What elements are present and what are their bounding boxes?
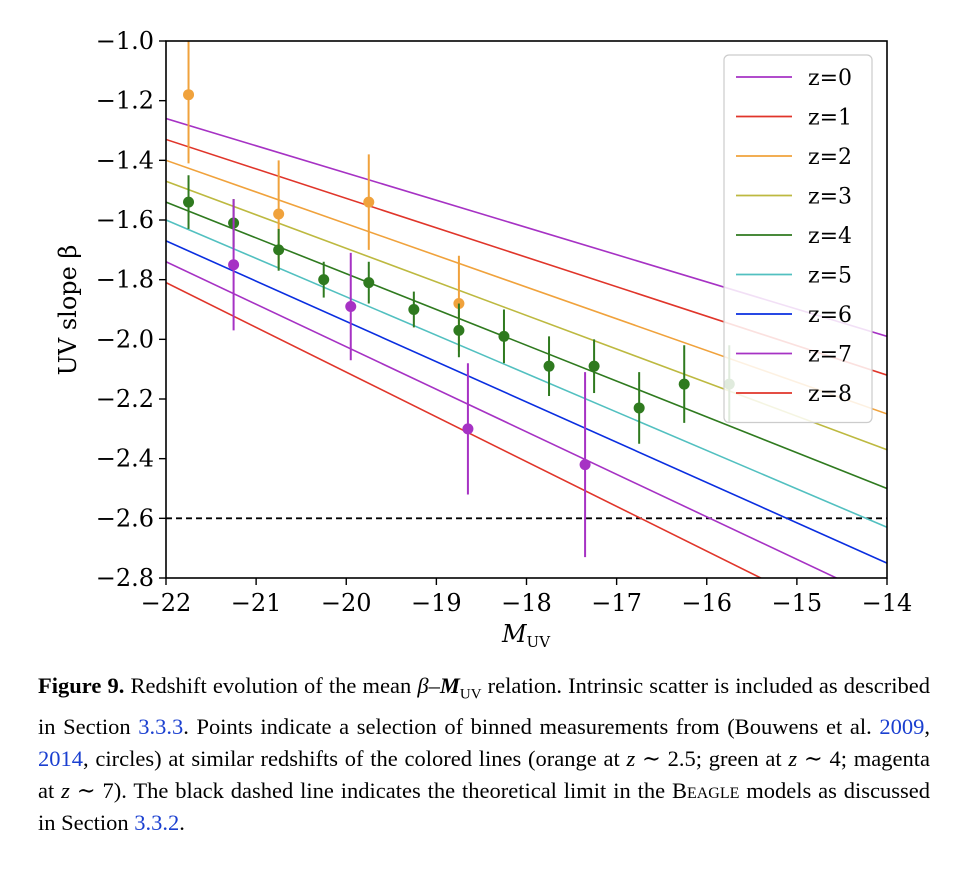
data-point	[228, 259, 240, 271]
caption-z: z	[626, 745, 636, 771]
data-point	[462, 423, 474, 435]
data-point	[498, 330, 510, 342]
legend-label: z=6	[808, 303, 852, 328]
data-point	[363, 196, 375, 208]
data-point	[588, 360, 600, 372]
x-tick-label: −20	[321, 589, 372, 617]
section-link-3-3-2[interactable]: 3.3.2	[134, 809, 180, 835]
x-axis-label: MUV	[501, 620, 551, 651]
caption-text: ∼ 2.5; green at	[635, 745, 789, 771]
y-axis-label: UV slope β	[54, 245, 82, 376]
data-point	[579, 459, 591, 471]
series-line-z-8	[166, 281, 763, 578]
caption-text: relation. Intrinsic scatter is included …	[38, 673, 930, 739]
caption-m: M	[439, 673, 460, 698]
x-tick-label: −17	[591, 589, 642, 617]
x-tick-label: −19	[411, 589, 462, 617]
data-point	[273, 208, 285, 220]
caption-z: z	[61, 777, 70, 803]
series-line-z-5	[166, 219, 887, 529]
x-tick-label: −21	[231, 589, 282, 617]
data-point	[345, 301, 357, 313]
section-link-3-3-3[interactable]: 3.3.3	[138, 713, 184, 739]
y-tick-label: −1.6	[96, 206, 154, 234]
caption-text: ∼ 4; magenta at	[38, 745, 930, 803]
series-line-z-4	[166, 201, 887, 490]
legend-label: z=2	[808, 145, 852, 170]
y-tick-label: −2.2	[96, 385, 154, 413]
caption-z: z	[788, 745, 798, 771]
data-point	[543, 360, 555, 372]
legend-label: z=8	[808, 382, 852, 407]
caption-m-sub: UV	[459, 686, 482, 703]
axes: −22 −21 −20 −19 −18 −17 −16 −15 −14 −1.0 −1.2 −1.4 −…	[96, 27, 913, 617]
data-point	[633, 402, 645, 414]
caption-beta: β	[417, 673, 429, 698]
y-tick-label: −2.4	[96, 445, 154, 473]
legend-label: z=7	[808, 343, 852, 368]
caption-text: models as discussed in Section	[38, 777, 930, 835]
caption-text: .	[179, 809, 185, 835]
y-tick-label: −1.2	[96, 87, 154, 115]
chart: z=0 z=1 z=2 z=3 z=4 z=5 z=6 z=7 z=8 −22 −21 −20 −19…	[54, 27, 913, 651]
caption-text: ∼ 7). The black dashed line indicates th…	[69, 777, 672, 803]
legend-box	[723, 54, 873, 424]
data-point	[453, 324, 465, 336]
x-tick-label: −18	[501, 589, 552, 617]
legend-label: z=4	[808, 224, 852, 249]
y-tick-label: −1.4	[96, 146, 154, 174]
legend-label: z=5	[808, 264, 852, 289]
data-points	[183, 41, 735, 558]
data-point	[273, 244, 285, 256]
caption-text: ,	[924, 713, 930, 739]
data-point	[183, 89, 195, 101]
x-tick-label: −16	[681, 589, 732, 617]
data-point	[183, 196, 195, 208]
caption-text: , circles) at similar redshifts of the c…	[83, 745, 627, 771]
caption-model-name: Beagle	[671, 777, 740, 803]
x-tick-label: −22	[141, 589, 192, 617]
data-point	[363, 277, 375, 289]
caption-label: Figure 9.	[38, 673, 125, 698]
caption-text: . Points indicate a selection of binned …	[183, 713, 880, 739]
caption-dash: –	[428, 673, 440, 698]
series-lines	[166, 117, 887, 578]
x-tick-label: −15	[772, 589, 823, 617]
legend-label: z=1	[808, 106, 852, 131]
y-tick-label: −2.6	[96, 504, 154, 532]
legend: z=0 z=1 z=2 z=3 z=4 z=5 z=6 z=7 z=8	[723, 54, 873, 424]
data-point	[678, 378, 690, 390]
series-line-z-7	[166, 261, 839, 578]
figure-caption: Figure 9. Redshift evolution of the mean…	[38, 670, 930, 839]
legend-label: z=3	[808, 185, 852, 210]
caption-text: Redshift evolution of the mean	[124, 673, 418, 698]
citation-link-2014[interactable]: 2014	[38, 745, 83, 771]
y-tick-label: −2.8	[96, 564, 154, 592]
data-point	[408, 304, 420, 315]
legend-label: z=0	[808, 66, 852, 91]
y-tick-label: −1.8	[96, 266, 154, 294]
series-line-z-6	[166, 240, 887, 564]
citation-link-2009[interactable]: 2009	[879, 713, 925, 739]
y-tick-label: −1.0	[96, 27, 154, 55]
x-tick-label: −14	[862, 589, 913, 617]
data-point	[318, 274, 330, 286]
y-tick-label: −2.0	[96, 325, 154, 353]
